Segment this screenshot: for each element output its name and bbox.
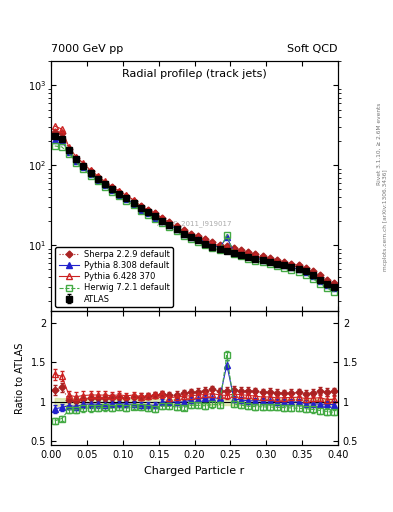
X-axis label: Charged Particle r: Charged Particle r	[144, 466, 245, 476]
Text: Soft QCD: Soft QCD	[288, 44, 338, 54]
Legend: Sherpa 2.2.9 default, Pythia 8.308 default, Pythia 6.428 370, Herwig 7.2.1 defau: Sherpa 2.2.9 default, Pythia 8.308 defau…	[55, 247, 173, 307]
Text: Radial profileρ (track jets): Radial profileρ (track jets)	[122, 69, 267, 79]
Text: Rivet 3.1.10, ≥ 2.6M events: Rivet 3.1.10, ≥ 2.6M events	[377, 102, 382, 184]
Y-axis label: Ratio to ATLAS: Ratio to ATLAS	[15, 343, 25, 414]
Text: 7000 GeV pp: 7000 GeV pp	[51, 44, 123, 54]
Text: mcplots.cern.ch [arXiv:1306.3436]: mcplots.cern.ch [arXiv:1306.3436]	[383, 169, 387, 271]
Text: ATLAS_2011_I919017: ATLAS_2011_I919017	[157, 220, 232, 227]
